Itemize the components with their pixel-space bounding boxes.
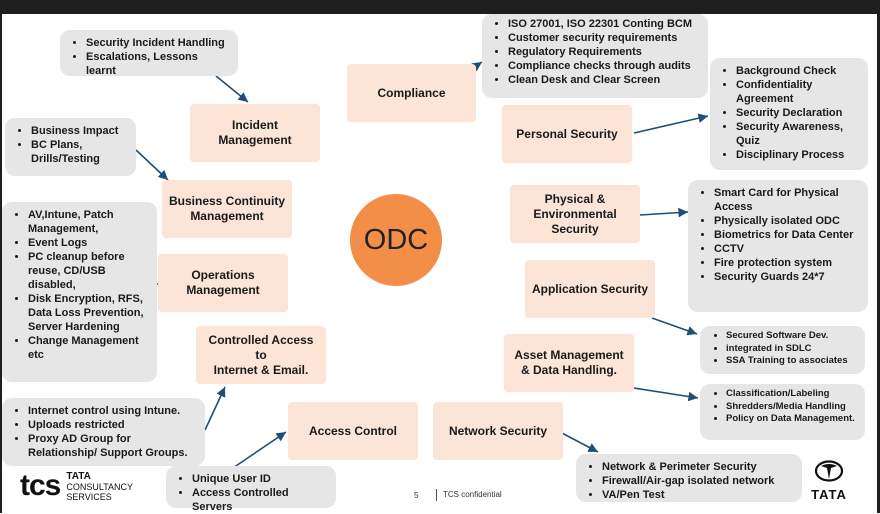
window-right-edge bbox=[877, 0, 880, 513]
list-item: Security Incident Handling bbox=[86, 36, 230, 50]
tata-logo: TATA bbox=[806, 460, 852, 502]
arrow-bcm bbox=[135, 149, 169, 181]
tcs-wordmark: TATA CONSULTANCY SERVICES bbox=[66, 471, 133, 502]
arrow-controlled-access bbox=[204, 386, 226, 431]
list-internet: Internet control using Intune. Uploads r… bbox=[2, 398, 205, 466]
list-item: Security Declaration bbox=[736, 106, 860, 120]
list-item: AV,Intune, Patch Management, bbox=[28, 208, 149, 236]
odc-label: ODC bbox=[363, 223, 429, 256]
list-item: Physically isolated ODC bbox=[714, 214, 860, 228]
box-personal-security: Personal Security bbox=[502, 105, 632, 163]
list-item: Internet control using Intune. bbox=[28, 404, 197, 418]
list-bcm: Business ImpactBC Plans, Drills/Testing bbox=[5, 118, 136, 176]
list-item: Fire protection system bbox=[714, 256, 860, 270]
arrow-personal bbox=[633, 113, 709, 134]
list-operations: AV,Intune, Patch Management, Event Logs … bbox=[2, 202, 157, 382]
tcs-line2: CONSULTANCY bbox=[66, 481, 134, 492]
list-item: Compliance checks through audits bbox=[508, 59, 700, 73]
list-item: Security Awareness, Quiz bbox=[736, 120, 860, 148]
list-item: Classification/Labeling bbox=[726, 388, 857, 401]
box-incident-management: Incident Management bbox=[190, 104, 320, 162]
arrow-compliance bbox=[471, 61, 483, 72]
box-compliance: Compliance bbox=[347, 64, 476, 122]
box-physical-security: Physical & Environmental Security bbox=[510, 185, 640, 243]
list-incident: Security Incident HandlingEscalations, L… bbox=[60, 30, 238, 78]
tata-word: TATA bbox=[811, 487, 847, 502]
list-item: PC cleanup before reuse, CD/USB disabled… bbox=[28, 250, 149, 292]
list-item: Change Management etc bbox=[28, 334, 149, 362]
box-business-continuity: Business Continuity Management bbox=[162, 180, 292, 238]
box-application-security: Application Security bbox=[525, 260, 655, 318]
tcs-logo: tcs TATA CONSULTANCY SERVICES bbox=[20, 469, 133, 503]
list-item: CCTV bbox=[714, 242, 860, 256]
list-item: Firewall/Air-gap isolated network bbox=[602, 474, 794, 488]
list-item: Disciplinary Process bbox=[736, 148, 860, 162]
window-left-edge bbox=[0, 0, 2, 513]
list-item: Regulatory Requirements bbox=[508, 45, 700, 59]
list-item: Event Logs bbox=[28, 236, 149, 250]
box-access-control: Access Control bbox=[288, 402, 418, 460]
list-item: BC Plans, Drills/Testing bbox=[31, 138, 128, 166]
list-physical: Smart Card for Physical Access Physicall… bbox=[688, 180, 868, 312]
list-compliance: ISO 27001, ISO 22301 Conting BCM Custome… bbox=[482, 14, 708, 98]
list-item: Security Guards 24*7 bbox=[714, 270, 860, 284]
arrow-access-control bbox=[229, 431, 287, 471]
list-item: Proxy AD Group for Relationship/ Support… bbox=[28, 432, 197, 460]
list-item: VA/Pen Test bbox=[602, 488, 794, 502]
list-network: Network & Perimeter Security Firewall/Ai… bbox=[576, 454, 802, 502]
list-item: Disk Encryption, RFS, Data Loss Preventi… bbox=[28, 292, 149, 334]
list-item: Shredders/Media Handling bbox=[726, 401, 857, 414]
arrow-asset bbox=[633, 387, 699, 402]
list-item: Network & Perimeter Security bbox=[602, 460, 794, 474]
list-personal: Background Check Confidentiality Agreeme… bbox=[710, 58, 868, 170]
list-item: Escalations, Lessons learnt bbox=[86, 50, 230, 78]
tcs-mark: tcs bbox=[20, 469, 61, 502]
window-top-bar bbox=[0, 0, 880, 14]
list-item: Business Impact bbox=[31, 124, 128, 138]
list-item: Unique User ID bbox=[192, 472, 328, 486]
list-item: Background Check bbox=[736, 64, 860, 78]
arrow-incident bbox=[215, 75, 249, 103]
list-item: Uploads restricted bbox=[28, 418, 197, 432]
list-item: Smart Card for Physical Access bbox=[714, 186, 860, 214]
tata-emblem-icon bbox=[814, 460, 844, 482]
tcs-line3: SERVICES bbox=[66, 491, 112, 502]
box-asset-management: Asset Management & Data Handling. bbox=[504, 334, 634, 392]
list-item: Clean Desk and Clear Screen bbox=[508, 73, 700, 87]
list-item: Policy on Data Management. bbox=[726, 413, 857, 426]
arrow-network bbox=[559, 431, 599, 453]
list-item: SSA Training to associates bbox=[726, 355, 857, 368]
list-asset: Classification/Labeling Shredders/Media … bbox=[700, 384, 865, 440]
list-application: Secured Software Dev. integrated in SDLC… bbox=[700, 326, 865, 374]
list-item: integrated in SDLC bbox=[726, 343, 857, 356]
list-item: Secured Software Dev. bbox=[726, 330, 857, 343]
list-access: Unique User ID Access Controlled Servers bbox=[166, 466, 336, 513]
list-item: Access Controlled Servers bbox=[192, 486, 328, 514]
arrow-physical bbox=[639, 207, 689, 218]
arrow-application bbox=[651, 317, 698, 336]
list-item: Confidentiality Agreement bbox=[736, 78, 860, 106]
box-operations-management: Operations Management bbox=[158, 254, 288, 312]
page-number: 5 bbox=[414, 491, 419, 500]
box-controlled-access: Controlled Access to Internet & Email. bbox=[196, 326, 326, 384]
list-item: Biometrics for Data Center bbox=[714, 228, 860, 242]
box-network-security: Network Security bbox=[433, 402, 563, 460]
tcs-line1: TATA bbox=[66, 470, 91, 482]
list-item: Customer security requirements bbox=[508, 31, 700, 45]
confidential-label: TCS confidential bbox=[436, 489, 502, 501]
list-item: ISO 27001, ISO 22301 Conting BCM bbox=[508, 17, 700, 31]
odc-center-circle: ODC bbox=[350, 194, 442, 286]
